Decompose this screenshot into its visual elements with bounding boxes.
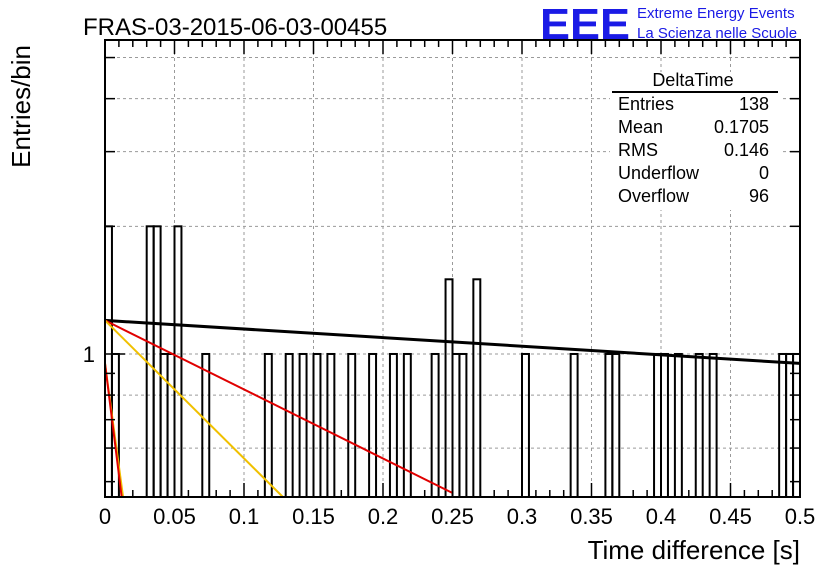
histogram-bin (326, 352, 336, 499)
histogram-bin (785, 352, 795, 499)
x-tick-label: 0.25 (431, 504, 474, 529)
x-tick-label: 0 (99, 504, 111, 529)
x-tick-label: 0.1 (229, 504, 260, 529)
histogram-bin (402, 352, 412, 499)
x-axis-ticks: 0 0.05 0.1 0.15 0.2 0.25 0.3 0.35 0.4 0.45 0.5 (99, 40, 815, 529)
histogram-bin (673, 352, 683, 499)
histogram-bin (201, 352, 211, 499)
histogram-bin (298, 352, 308, 499)
stats-label: RMS (618, 140, 658, 160)
stats-value: 0.1705 (714, 117, 769, 137)
histogram-bin (708, 352, 718, 499)
x-tick-label: 0.3 (507, 504, 538, 529)
histogram-bin (472, 278, 482, 498)
stats-title: DeltaTime (652, 70, 733, 90)
histogram-bin (263, 352, 273, 499)
x-tick-label: 0.2 (368, 504, 399, 529)
x-tick-label: 0.15 (292, 504, 335, 529)
x-tick-label: 0.45 (709, 504, 752, 529)
logo-line-1: Extreme Energy Events (637, 5, 795, 22)
histogram-bin (604, 352, 614, 499)
histogram-bin (653, 352, 662, 499)
fit-line (104, 319, 453, 494)
histogram-bin (152, 225, 162, 498)
x-axis-label: Time difference [s] (588, 535, 800, 565)
run-title: FRAS-03-2015-06-03-00455 (83, 14, 387, 41)
x-tick-label: 0.4 (646, 504, 677, 529)
fit-lines (104, 318, 801, 498)
x-tick-label: 0.35 (570, 504, 613, 529)
stats-label: Underflow (618, 163, 700, 183)
histogram-bin (611, 352, 621, 499)
histogram-bins (104, 225, 801, 499)
histogram-bin (284, 352, 294, 499)
histogram-bin (660, 352, 669, 499)
histogram-bin (792, 352, 801, 499)
x-tick-label: 0.5 (785, 504, 816, 529)
histogram-bin (521, 352, 530, 499)
stats-label: Mean (618, 117, 663, 137)
stats-label: Overflow (618, 186, 690, 206)
histogram-bin (368, 352, 378, 499)
stats-value: 96 (749, 186, 769, 206)
histogram-bin (173, 225, 183, 498)
stats-box: DeltaTime Entries 138 Mean 0.1705 RMS 0.146 Un… (610, 70, 780, 210)
histogram-bin (166, 352, 176, 499)
eee-logo: EEE Extreme Energy Events La Scienza nel… (540, 0, 797, 49)
histogram-bin (104, 225, 113, 498)
histogram-bin (569, 352, 579, 499)
stats-box-background (610, 72, 780, 210)
fit-line (104, 318, 801, 365)
stats-value: 0.146 (724, 140, 769, 160)
y-axis-label: Entries/bin (6, 45, 36, 168)
fit-line (104, 363, 123, 498)
histogram-bin (458, 352, 468, 499)
logo-eee-text: EEE (540, 0, 630, 49)
histogram-bin (388, 352, 398, 499)
histogram-bin (347, 352, 357, 499)
stats-rows: Entries 138 Mean 0.1705 RMS 0.146 Underflow 0 Ov… (618, 94, 769, 206)
histogram-bin (444, 278, 454, 498)
histogram-bin (430, 352, 440, 499)
x-tick-label: 0.05 (153, 504, 196, 529)
stats-label: Entries (618, 94, 674, 114)
histogram-bin (778, 352, 788, 499)
fit-line (104, 319, 284, 498)
logo-line-2: La Scienza nelle Scuole (637, 25, 797, 42)
stats-value: 138 (739, 94, 769, 114)
y-axis-ticks: 1 (83, 56, 800, 483)
stats-value: 0 (759, 163, 769, 183)
y-tick-label: 1 (83, 342, 95, 367)
histogram-bin (694, 352, 704, 499)
histogram-bin (451, 352, 461, 499)
